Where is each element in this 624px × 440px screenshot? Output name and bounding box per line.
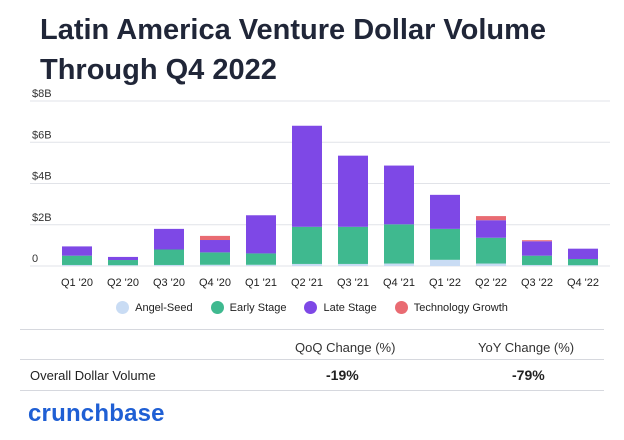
legend-label: Early Stage xyxy=(229,301,287,314)
legend-item-technology-growth: Technology Growth xyxy=(394,301,508,314)
qoq-value: -19% xyxy=(326,367,359,383)
legend-swatch xyxy=(210,301,224,314)
bar-segment-angel-seed xyxy=(246,264,276,266)
bar-segment-angel-seed xyxy=(108,265,138,266)
bar-segment-late-stage xyxy=(108,256,138,261)
bar-segment-early-stage xyxy=(384,224,414,264)
legend-item-early-stage: Early Stage xyxy=(210,301,287,314)
bar-segment-early-stage xyxy=(246,253,276,265)
x-tick-label: Q2 '20 xyxy=(107,277,139,289)
bar-segment-late-stage xyxy=(338,155,368,227)
qoq-header: QoQ Change (%) xyxy=(295,340,396,355)
y-tick-label: $4B xyxy=(32,171,52,183)
x-tick-label: Q1 '20 xyxy=(61,277,93,289)
bar-segment-late-stage xyxy=(62,246,92,256)
bar-segment-technology-growth xyxy=(476,216,506,221)
bar-segment-late-stage xyxy=(292,125,322,227)
legend-label: Late Stage xyxy=(323,301,377,314)
legend-item-late-stage: Late Stage xyxy=(304,301,377,314)
bar-segment-early-stage xyxy=(430,228,460,260)
bar-segment-angel-seed xyxy=(200,264,230,266)
legend-label: Technology Growth xyxy=(413,301,508,314)
yoy-value: -79% xyxy=(512,367,545,383)
bar-segment-angel-seed xyxy=(154,264,184,266)
bar-segment-early-stage xyxy=(108,260,138,266)
bar-segment-angel-seed xyxy=(568,265,598,266)
x-tick-label: Q4 '20 xyxy=(199,277,231,289)
bar-segment-angel-seed xyxy=(292,263,322,266)
bar-segment-early-stage xyxy=(292,226,322,264)
bar-segment-technology-growth xyxy=(200,235,230,241)
x-tick-label: Q3 '21 xyxy=(337,277,369,289)
bar-segment-late-stage xyxy=(246,215,276,254)
x-tick-label: Q1 '22 xyxy=(429,277,461,289)
bar-segment-late-stage xyxy=(154,228,184,250)
y-tick-label: $8B xyxy=(32,88,52,100)
bar-segment-early-stage xyxy=(476,237,506,264)
x-tick-label: Q2 '22 xyxy=(475,277,507,289)
title-line-2: Through Q4 2022 xyxy=(40,54,277,86)
bar-segment-angel-seed xyxy=(62,264,92,266)
bar-segment-technology-growth xyxy=(522,240,552,242)
overall-dollar-volume-label: Overall Dollar Volume xyxy=(30,368,156,383)
bar-segment-early-stage xyxy=(62,255,92,265)
bar-segment-angel-seed xyxy=(384,263,414,266)
bar-segment-early-stage xyxy=(568,258,598,266)
x-tick-label: Q4 '21 xyxy=(383,277,415,289)
bar-segment-early-stage xyxy=(522,255,552,265)
bar-segment-early-stage xyxy=(200,252,230,265)
legend-swatch xyxy=(394,301,408,314)
x-tick-label: Q2 '21 xyxy=(291,277,323,289)
yoy-header: YoY Change (%) xyxy=(478,340,575,355)
bar-segment-late-stage xyxy=(476,220,506,238)
legend-label: Angel-Seed xyxy=(135,301,193,314)
y-tick-label: $6B xyxy=(32,129,52,141)
bar-segment-angel-seed xyxy=(430,259,460,266)
divider-top xyxy=(20,329,604,330)
x-tick-label: Q3 '20 xyxy=(153,277,185,289)
bar-segment-late-stage xyxy=(430,194,460,229)
bar-segment-angel-seed xyxy=(476,263,506,266)
stacked-bar-chart: 0 $2B $4B $6B $8B Q1 '20 Q2 '20 Q3 '20 Q4 '20 Q1 … xyxy=(30,88,610,289)
y-tick-label: $2B xyxy=(32,212,52,224)
divider-middle xyxy=(20,359,604,360)
legend-item-angel-seed: Angel-Seed xyxy=(116,301,193,314)
crunchbase-logo: crunchbase xyxy=(28,400,165,427)
bar-segment-late-stage xyxy=(568,248,598,259)
bar-segment-angel-seed xyxy=(338,263,368,266)
bar-segment-early-stage xyxy=(338,226,368,264)
divider-bottom xyxy=(20,390,604,391)
title-line-1: Latin America Venture Dollar Volume xyxy=(40,14,547,46)
x-tick-label: Q1 '21 xyxy=(245,277,277,289)
legend-swatch xyxy=(304,301,318,314)
chart-title: Latin America Venture Dollar Volume Thro… xyxy=(40,10,600,90)
x-tick-label: Q3 '22 xyxy=(521,277,553,289)
bar-segment-late-stage xyxy=(522,241,552,256)
x-tick-label: Q4 '22 xyxy=(567,277,599,289)
bar-segment-late-stage xyxy=(384,165,414,225)
bar-segment-early-stage xyxy=(154,249,184,265)
legend-swatch xyxy=(116,301,130,314)
bar-segment-angel-seed xyxy=(522,264,552,266)
bar-segment-late-stage xyxy=(200,240,230,253)
chart-legend: Angel-Seed Early Stage Late Stage Technolog… xyxy=(0,301,624,314)
y-tick-label: 0 xyxy=(32,253,38,265)
